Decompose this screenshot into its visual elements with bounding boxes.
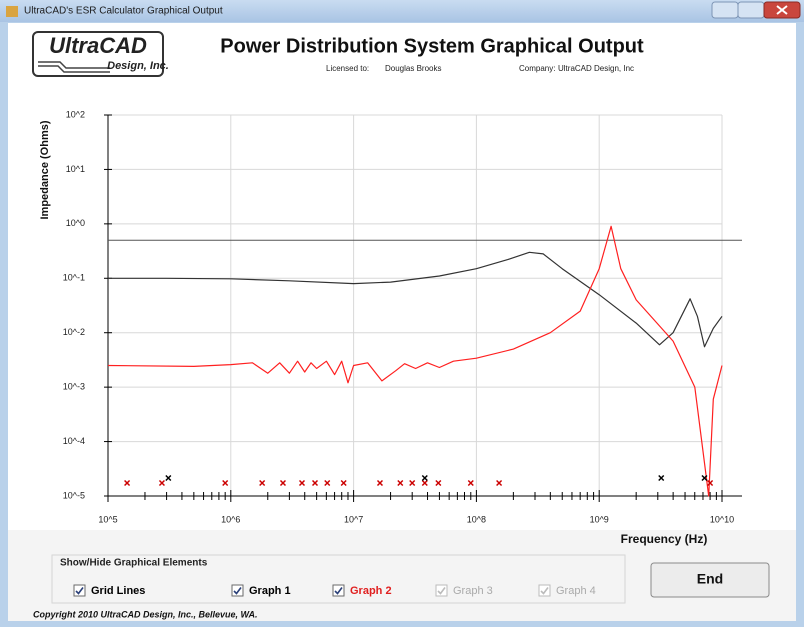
y-tick-label: 10^1 <box>66 164 85 174</box>
checkbox-label[interactable]: Graph 4 <box>556 585 596 597</box>
checkbox-row: Grid Lines Graph 1 Graph 2 Graph 3 Graph 4 <box>73 584 596 597</box>
resonance-marker <box>222 479 229 487</box>
resonance-marker <box>467 479 474 487</box>
checkbox[interactable] <box>538 584 551 597</box>
resonance-marker <box>376 479 384 487</box>
series-line <box>107 225 723 497</box>
resonance-marker <box>421 479 428 487</box>
title-bar <box>0 0 804 22</box>
x-axis-label: Frequency (Hz) <box>621 532 708 546</box>
resonance-marker <box>701 474 708 482</box>
y-tick-label: 10^0 <box>66 218 85 228</box>
end-button[interactable] <box>650 562 770 598</box>
group-label: Show/Hide Graphical Elements <box>60 558 208 569</box>
resonance-marker <box>158 479 165 487</box>
checkbox-label[interactable]: Graph 2 <box>350 585 392 597</box>
checkmark[interactable] <box>540 587 549 595</box>
footer: Copyright 2010 UltraCAD Design, Inc., Be… <box>33 609 258 619</box>
x-tick-label: 10^10 <box>710 514 734 524</box>
x-tick-label: 10^8 <box>467 514 486 524</box>
checkmark[interactable] <box>437 587 446 595</box>
company: UltraCAD Design, Inc <box>558 64 634 73</box>
resonance-marker <box>707 479 714 487</box>
resonance-marker <box>409 479 416 487</box>
x-tick-label: 10^7 <box>344 514 363 524</box>
resonance-marker <box>340 479 347 487</box>
logo-subtitle: Design, Inc. <box>107 60 169 72</box>
client-area <box>8 23 796 621</box>
company-label: Company: <box>519 64 555 73</box>
resonance-marker <box>658 474 665 482</box>
y-tick-label: 10^-1 <box>63 273 85 283</box>
checkbox-label[interactable]: Grid Lines <box>91 585 145 597</box>
licensed-label: Licensed to: <box>326 64 369 73</box>
licensed-to: Douglas Brooks <box>385 64 441 73</box>
logo-name: UltraCAD <box>49 33 147 58</box>
logo-trace <box>38 61 110 73</box>
resonance-marker <box>298 479 306 487</box>
logo-box <box>32 31 164 77</box>
resonance-marker <box>259 479 266 487</box>
minimize-button[interactable] <box>711 1 739 19</box>
resonance-marker <box>311 479 319 487</box>
checkmark[interactable] <box>75 587 84 595</box>
checkbox[interactable] <box>231 584 244 597</box>
checkmark[interactable] <box>233 587 242 595</box>
resonance-marker <box>324 479 331 487</box>
resonance-marker <box>435 479 442 487</box>
y-tick-label: 10^-2 <box>63 327 85 337</box>
checkmark[interactable] <box>334 587 343 595</box>
checkbox[interactable] <box>435 584 448 597</box>
y-tick-label: 10^-3 <box>63 382 85 392</box>
resonance-marker <box>279 479 287 487</box>
x-tick-label: 10^6 <box>221 514 240 524</box>
close-icon <box>776 5 788 15</box>
group-box <box>51 554 626 604</box>
resonance-marker <box>397 479 404 487</box>
checkbox-label[interactable]: Graph 1 <box>249 585 291 597</box>
maximize-button[interactable] <box>737 1 765 19</box>
resonance-marker <box>421 474 428 482</box>
y-tick-label: 10^2 <box>66 109 85 119</box>
resonance-marker <box>496 479 503 487</box>
plot: 10^-5 10^-4 10^-3 10^-2 10^-1 10^0 10^1 10^2 10^… <box>39 109 742 546</box>
window-title: UltraCAD's ESR Calculator Graphical Outp… <box>24 6 223 17</box>
y-tick-label: 10^-5 <box>63 490 85 500</box>
end-button-label[interactable]: End <box>697 571 723 587</box>
checkbox[interactable] <box>73 584 86 597</box>
heading: Power Distribution System Graphical Outp… <box>220 35 644 57</box>
y-axis-label: Impedance (Ohms) <box>39 120 51 219</box>
resonance-marker <box>165 474 172 482</box>
series-line <box>108 251 723 348</box>
x-tick-label: 10^5 <box>98 514 117 524</box>
x-tick-label: 10^9 <box>590 514 609 524</box>
y-tick-label: 10^-4 <box>63 436 85 446</box>
app-icon <box>6 6 18 17</box>
resonance-marker <box>124 479 131 487</box>
checkbox-label[interactable]: Graph 3 <box>453 585 493 597</box>
checkbox[interactable] <box>332 584 345 597</box>
